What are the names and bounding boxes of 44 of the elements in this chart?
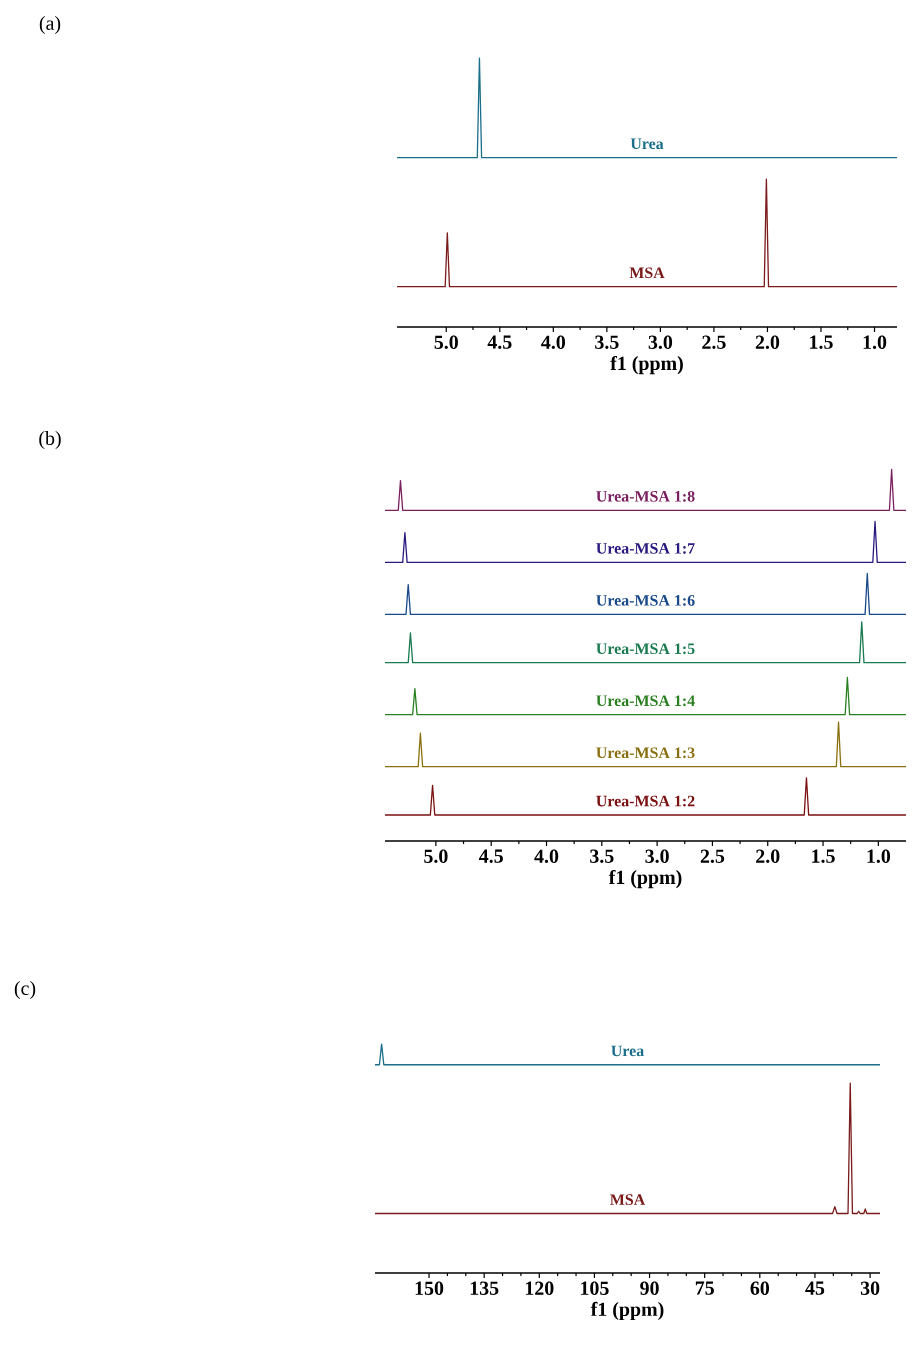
series-label: Urea-MSA 1:6 (596, 595, 695, 606)
x-tick-label: 5.0 (424, 849, 448, 864)
x-axis-title: f1 (ppm) (608, 869, 682, 889)
series-label: Urea-MSA 1:2 (596, 795, 695, 807)
x-tick-label: 135 (470, 1281, 499, 1295)
x-tick-label: 75 (695, 1281, 714, 1295)
x-tick-label: 45 (805, 1281, 825, 1295)
x-tick-label: 1.0 (867, 849, 891, 864)
x-tick-label: 3.0 (648, 335, 673, 350)
x-tick-label: 3.0 (645, 849, 669, 864)
x-tick-label: 105 (581, 1281, 609, 1295)
series-label: Urea-MSA 1:5 (596, 643, 695, 655)
x-tick-label: 4.5 (487, 335, 512, 349)
series-label: Urea-MSA 1:8 (596, 490, 695, 502)
x-tick-label: 2.5 (702, 335, 726, 349)
x-tick-label: 150 (415, 1281, 444, 1295)
series-label: Urea (611, 1045, 644, 1057)
series-label: MSA (629, 267, 665, 279)
text: (b) (39, 430, 61, 450)
series-label: MSA (610, 1194, 646, 1205)
series-label: Urea-MSA 1:3 (596, 747, 695, 759)
x-tick-label: 2.0 (755, 335, 780, 350)
x-tick-label: 90 (640, 1281, 659, 1295)
x-tick-label: 1.0 (863, 335, 887, 350)
x-axis-title: f1 (ppm) (590, 1301, 664, 1321)
x-tick-label: 2.0 (756, 849, 780, 864)
x-tick-label: 1.5 (812, 849, 835, 863)
text: (c) (14, 980, 36, 1000)
x-tick-label: 2.5 (700, 849, 725, 863)
x-axis-title: f1 (ppm) (610, 355, 683, 375)
series-label: Urea (630, 138, 664, 150)
text: (a) (39, 15, 61, 35)
x-tick-label: 60 (750, 1281, 770, 1295)
x-tick-label: 4.0 (534, 849, 559, 864)
series-label: Urea-MSA 1:4 (596, 695, 695, 707)
x-tick-label: 5.0 (434, 335, 458, 350)
x-tick-label: 30 (860, 1281, 880, 1295)
x-tick-label: 1.5 (810, 335, 833, 349)
x-tick-label: 3.5 (595, 335, 619, 349)
x-tick-label: 4.5 (479, 849, 503, 863)
x-tick-label: 4.0 (541, 335, 566, 350)
x-tick-label: 3.5 (590, 849, 614, 863)
series-label: Urea-MSA 1:7 (596, 543, 695, 554)
x-tick-label: 120 (525, 1281, 554, 1295)
